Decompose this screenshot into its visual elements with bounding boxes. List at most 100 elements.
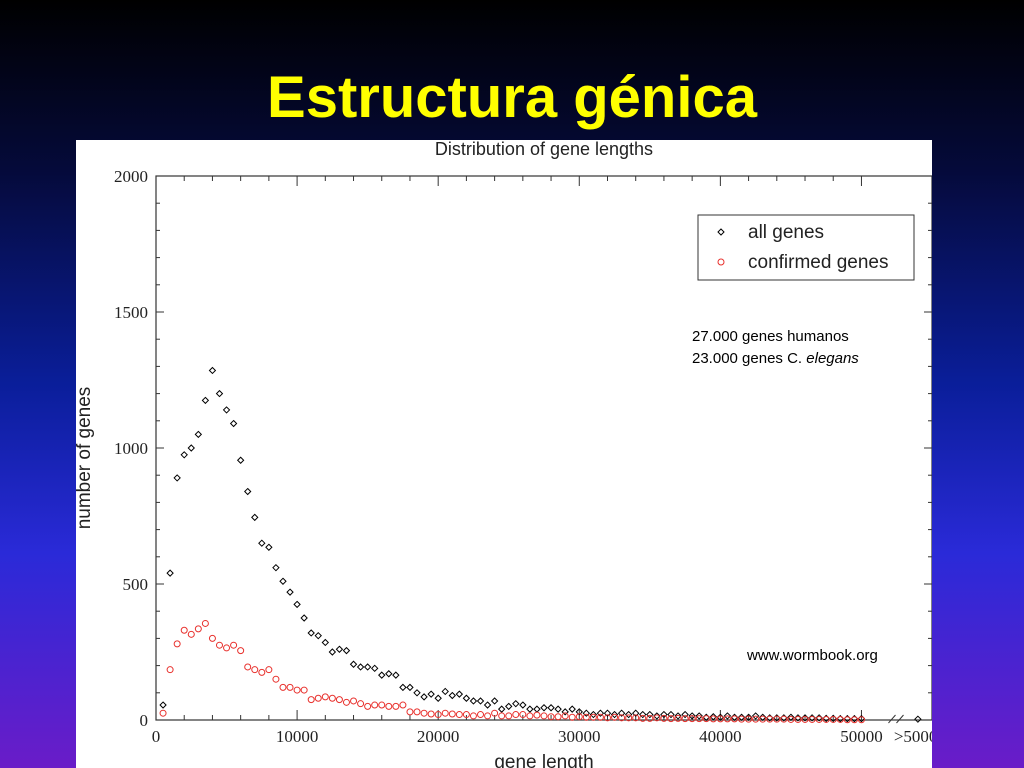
confirmed-genes-point [293,686,301,694]
confirmed-genes-point [477,711,485,719]
confirmed-genes-point [836,715,844,723]
all-genes-point [632,709,640,717]
all-genes-point [603,709,612,717]
confirmed-genes-point [780,715,788,723]
all-genes-point [575,708,583,716]
confirmed-genes-point [342,698,350,706]
confirmed-genes-point [611,713,619,721]
confirmed-genes-point [448,710,456,718]
confirmed-genes-point [829,715,837,723]
x-tick-label: 30000 [558,727,601,746]
confirmed-genes-point [364,702,372,710]
confirmed-genes-point [406,708,414,716]
confirmed-genes-point [857,716,865,724]
confirmed-genes-point [166,666,174,674]
all-genes-point [617,709,626,717]
all-genes-point [286,588,294,596]
all-genes-point [363,663,372,671]
confirmed-genes-point [392,702,400,710]
confirmed-genes-point [371,701,379,709]
confirmed-genes-point [208,634,216,642]
all-genes-point [406,683,414,692]
gene-count-celegans-species: elegans [806,350,859,367]
confirmed-genes-point [667,715,675,723]
all-genes-point [265,543,273,551]
y-axis-label: number of genes [76,387,95,530]
x-tick-label: 50000 [840,727,883,746]
all-genes-point [356,663,365,671]
confirmed-genes-point [815,715,823,723]
all-genes-point [490,697,499,705]
x-tick-label-overflow: >50000 [894,727,932,746]
confirmed-genes-point [752,715,760,723]
confirmed-genes-point [688,715,696,723]
all-genes-point [392,671,400,679]
confirmed-genes-point [773,715,781,723]
all-genes-point [914,715,922,723]
all-genes-point [737,713,746,721]
y-tick-label: 1500 [114,303,148,322]
confirmed-genes-point [244,663,252,671]
confirmed-genes-point [321,693,329,701]
all-genes-point [639,710,647,719]
all-genes-point [434,694,442,702]
confirmed-genes-point [639,714,647,722]
all-genes-point [272,563,280,572]
confirmed-genes-point [702,715,710,723]
confirmed-genes-point [850,716,858,724]
all-genes-point [554,705,562,713]
confirmed-genes-point [519,711,527,719]
confirmed-genes-point [801,715,809,723]
all-genes-point [342,646,351,655]
confirmed-genes-point [582,713,590,721]
y-tick-label: 1000 [114,439,148,458]
all-genes-point [610,710,619,719]
all-genes-point [688,712,696,720]
all-genes-point [455,690,464,698]
all-genes-point [215,389,224,398]
x-axis-label: gene length [494,752,593,768]
y-tick-label: 0 [140,711,149,730]
all-genes-point [251,513,259,522]
all-genes-point [667,710,675,719]
all-genes-point [483,701,492,709]
confirmed-genes-point [279,683,287,691]
confirmed-genes-point [469,712,477,720]
gene-count-celegans: 23.000 genes C. elegans [692,348,859,370]
legend-label: all genes [748,222,824,243]
confirmed-genes-point [258,668,266,676]
confirmed-genes-point [180,626,188,634]
all-genes-point [180,451,188,459]
x-tick-label: 10000 [276,727,319,746]
all-genes-point [385,670,393,678]
legend-box [697,214,915,281]
confirmed-genes-point [223,644,231,652]
all-genes-point [568,705,576,713]
confirmed-genes-point [427,710,435,718]
x-tick-label: 40000 [699,727,742,746]
all-genes-point [582,709,591,717]
all-genes-point [420,693,428,701]
confirmed-genes-point [335,696,343,704]
confirmed-genes-point [505,712,513,720]
all-genes-point [236,456,245,464]
slide-title: Estructura génica [267,65,757,130]
confirmed-genes-point [173,640,181,648]
confirmed-genes-point [399,701,407,709]
gene-count-human: 27.000 genes humanos [692,328,849,345]
all-genes-point [751,712,760,720]
confirmed-genes-point [709,715,717,723]
all-genes-point [166,569,174,577]
all-genes-point [427,690,435,698]
chart-title: Distribution of gene lengths [435,140,653,159]
confirmed-genes-point [674,714,682,722]
confirmed-genes-point [716,715,724,723]
gene-count-note: 27.000 genes humanos 23.000 genes C. ele… [692,326,859,370]
all-genes-point [540,704,548,712]
confirmed-genes-point [738,715,746,723]
y-tick-label: 2000 [114,167,148,186]
chart-figure: Distribution of gene lengths 0 500 1000 150… [76,140,932,768]
y-tick-label: 500 [123,575,149,594]
confirmed-genes-point [491,709,499,717]
